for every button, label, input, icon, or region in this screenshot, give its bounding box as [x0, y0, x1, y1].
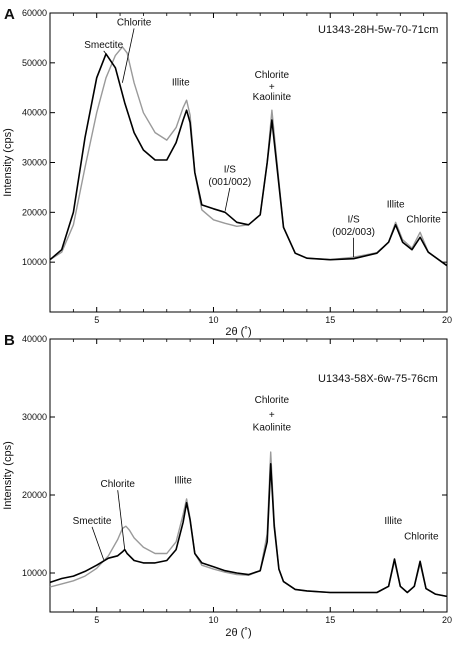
- plot-frame: [49, 338, 448, 613]
- peak-annotation: Illite: [174, 475, 192, 486]
- peak-annotation: Illite: [172, 77, 190, 88]
- peak-annotation: (001/002): [208, 177, 251, 188]
- peak-annotation: Chlorite: [100, 479, 135, 490]
- x-tick-label: 5: [94, 615, 99, 625]
- y-tick-label: 30000: [22, 412, 47, 422]
- y-tick-label: 40000: [22, 334, 47, 344]
- y-axis-label: Intensity (cps): [2, 128, 14, 196]
- panel-letter: A: [4, 6, 15, 23]
- x-tick-label: 5: [94, 315, 99, 325]
- peak-annotation: Kaolinite: [253, 92, 292, 103]
- peak-annotation: Illite: [384, 516, 402, 527]
- peak-annotation: Chlorite: [404, 531, 439, 542]
- peak-annotation: Chlorite: [117, 17, 152, 28]
- peak-annotation: +: [269, 410, 275, 421]
- annotation-leader-line: [103, 50, 107, 55]
- panel-a: 5 10 15 20 10000 20000 30000 40000 50000 60000 2θ …: [2, 6, 452, 338]
- x-tick-label: 20: [442, 615, 452, 625]
- peak-annotation: Chlorite: [255, 70, 290, 81]
- y-tick-label: 10000: [22, 568, 47, 578]
- panel-letter: B: [4, 332, 15, 349]
- sample-id: U1343-28H-5w-70-71cm: [318, 24, 438, 36]
- y-tick-label: 20000: [22, 490, 47, 500]
- y-tick-label: 10000: [22, 257, 47, 267]
- peak-annotation: Chlorite: [255, 395, 290, 406]
- x-axis-label: 2θ (˚): [225, 326, 251, 338]
- diffractogram-line-black: [49, 53, 448, 267]
- x-tick-label: 10: [208, 315, 218, 325]
- panel-b: 5 10 15 20 10000 20000 30000 40000 2θ (˚) Intensi…: [2, 332, 452, 639]
- peak-annotation: I/S: [347, 214, 360, 225]
- peak-annotation: Illite: [387, 199, 405, 210]
- peak-annotation: (002/003): [332, 227, 375, 238]
- sample-id: U1343-58X-6w-75-76cm: [318, 373, 438, 385]
- y-axis-label: Intensity (cps): [2, 441, 14, 509]
- y-tick-label: 50000: [22, 58, 47, 68]
- peak-annotation: Kaolinite: [253, 422, 292, 433]
- peak-annotation: Chlorite: [406, 214, 441, 225]
- annotation-leader-line: [224, 187, 231, 211]
- x-tick-label: 15: [325, 315, 335, 325]
- diffractogram-line-gray: [49, 46, 448, 267]
- peak-annotation: Smectite: [73, 516, 112, 527]
- y-tick-label: 20000: [22, 207, 47, 217]
- peak-annotation: I/S: [224, 164, 237, 175]
- x-axis-label: 2θ (˚): [225, 627, 251, 639]
- annotation-leader-line: [117, 490, 126, 550]
- annotation-leader-line: [122, 28, 135, 83]
- peak-annotation: +: [269, 82, 275, 93]
- y-tick-label: 30000: [22, 158, 47, 168]
- y-tick-label: 60000: [22, 8, 47, 18]
- annotation-leader-line: [91, 526, 105, 560]
- x-tick-label: 20: [442, 315, 452, 325]
- y-tick-label: 40000: [22, 108, 47, 118]
- x-tick-label: 15: [325, 615, 335, 625]
- peak-annotation: Smectite: [84, 40, 123, 51]
- x-tick-label: 10: [208, 615, 218, 625]
- diffractogram-line-black: [49, 462, 448, 598]
